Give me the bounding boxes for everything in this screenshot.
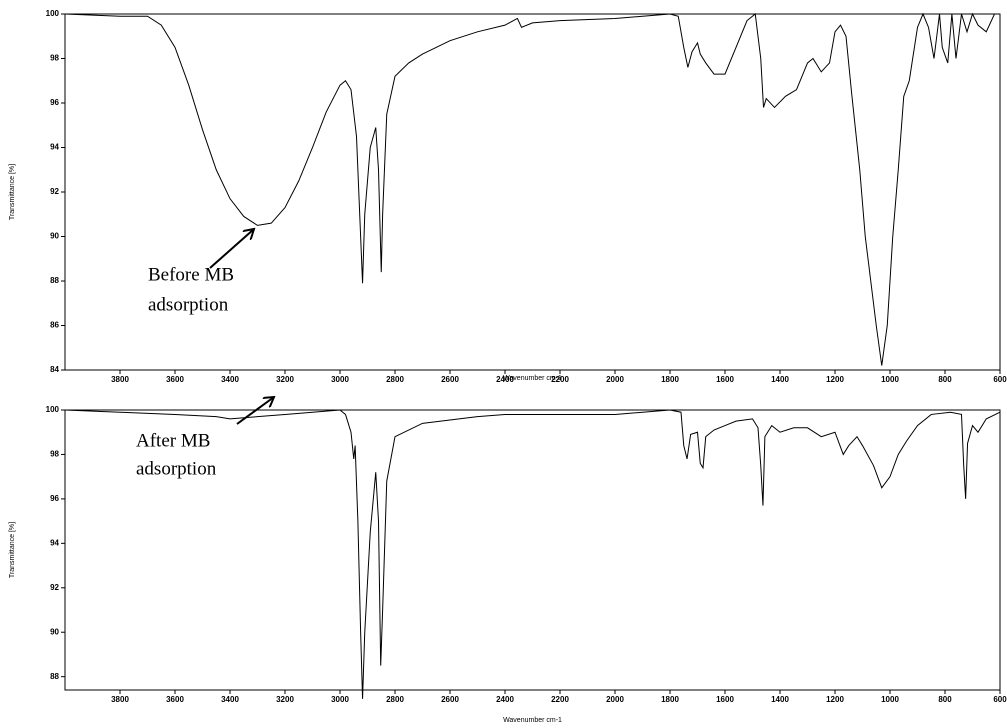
x-tick-label: 3600: [166, 375, 184, 384]
x-tick-label: 1800: [661, 375, 679, 384]
annotation: After MB: [136, 430, 210, 451]
x-tick-label: 2000: [606, 695, 624, 704]
x-tick-label: 1600: [716, 375, 734, 384]
x-tick-label: 1200: [826, 375, 844, 384]
x-tick-label: 1000: [881, 695, 899, 704]
x-tick-label: 3200: [276, 375, 294, 384]
x-axis-label: Wavenumber cm-1: [503, 375, 562, 382]
x-tick-label: 2600: [441, 375, 459, 384]
x-tick-label: 600: [993, 375, 1007, 384]
annotation: adsorption: [136, 458, 217, 479]
y-axis-label: Transmittance [%]: [9, 164, 16, 220]
plot-frame: [64, 409, 1001, 691]
y-tick-label: 100: [46, 9, 60, 18]
x-tick-label: 2200: [551, 375, 569, 384]
x-axis-label: Wavenumber cm-1: [503, 717, 562, 724]
y-tick-label: 86: [50, 321, 59, 330]
x-tick-label: 2400: [496, 695, 514, 704]
y-tick-label: 96: [50, 494, 59, 503]
x-tick-label: 800: [938, 375, 952, 384]
x-tick-label: 3800: [111, 695, 129, 704]
x-tick-label: 3600: [166, 695, 184, 704]
y-tick-label: 92: [50, 583, 59, 592]
x-tick-label: 1600: [716, 695, 734, 704]
y-tick-label: 94: [50, 143, 59, 152]
y-tick-label: 88: [50, 672, 59, 681]
x-tick-label: 600: [993, 695, 1007, 704]
y-tick-label: 84: [50, 365, 59, 374]
plot-frame: [64, 13, 1001, 371]
x-tick-label: 1200: [826, 695, 844, 704]
y-tick-label: 96: [50, 98, 59, 107]
y-tick-label: 90: [50, 232, 59, 241]
y-tick-label: 98: [50, 450, 59, 459]
arrow: [209, 229, 254, 269]
x-tick-label: 2200: [551, 695, 569, 704]
y-axis-label: Transmittance [%]: [9, 522, 16, 578]
x-tick-label: 2600: [441, 695, 459, 704]
x-tick-label: 3400: [221, 695, 239, 704]
x-tick-label: 1800: [661, 695, 679, 704]
annotation: Before MB: [148, 264, 234, 285]
x-tick-label: 2000: [606, 375, 624, 384]
x-tick-label: 1000: [881, 375, 899, 384]
x-tick-label: 3400: [221, 375, 239, 384]
y-tick-label: 92: [50, 187, 59, 196]
x-tick-label: 3200: [276, 695, 294, 704]
annotation: adsorption: [148, 294, 229, 315]
x-tick-label: 3800: [111, 375, 129, 384]
x-tick-label: 800: [938, 695, 952, 704]
x-tick-label: 3000: [331, 375, 349, 384]
x-tick-label: 1400: [771, 695, 789, 704]
y-tick-label: 100: [46, 405, 60, 414]
x-tick-label: 3000: [331, 695, 349, 704]
y-tick-label: 94: [50, 538, 59, 547]
spectrum-line: [64, 409, 1001, 699]
x-tick-label: 1400: [771, 375, 789, 384]
x-tick-label: 2800: [386, 375, 404, 384]
spectrum-line: [64, 12, 1000, 366]
y-tick-label: 90: [50, 627, 59, 636]
x-tick-label: 2400: [496, 375, 514, 384]
y-tick-label: 88: [50, 276, 59, 285]
y-tick-label: 98: [50, 54, 59, 63]
x-tick-label: 2800: [386, 695, 404, 704]
